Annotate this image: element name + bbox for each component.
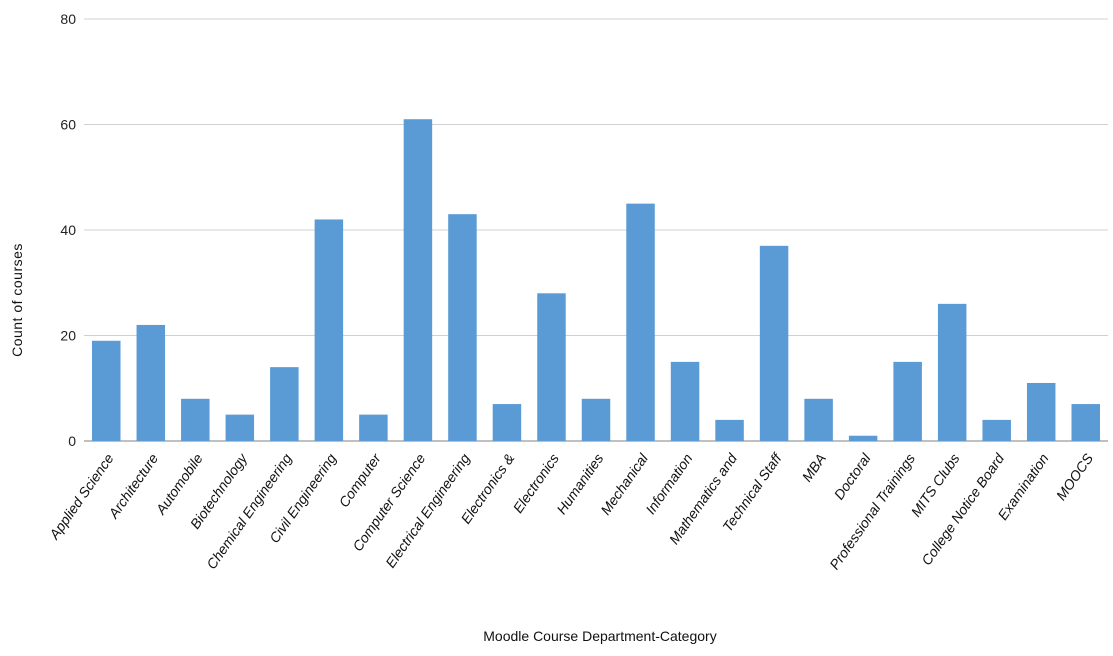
x-tick-label: Chemical Engineering <box>203 450 295 572</box>
x-axis-title: Moodle Course Department-Category <box>483 628 716 644</box>
x-tick-label: Electrical Engineering <box>382 450 473 570</box>
bar <box>136 324 166 441</box>
y-tick-label: 80 <box>60 11 76 27</box>
bar <box>403 119 433 441</box>
x-tick-label: Applied Science <box>45 450 116 542</box>
x-tick-label: College Notice Board <box>918 450 1008 569</box>
bar <box>759 245 789 441</box>
x-tick-label: Doctoral <box>831 450 875 503</box>
x-tick-label: MBA <box>799 451 830 485</box>
y-tick-label: 0 <box>68 433 76 449</box>
bar <box>1026 382 1056 441</box>
bar <box>537 293 566 441</box>
x-tick-label: Professional Trainings <box>826 451 918 573</box>
x-tick-label: Computer <box>335 449 384 510</box>
x-tick-label: MOOCS <box>1053 450 1097 503</box>
bar <box>314 219 344 441</box>
bar <box>448 214 477 441</box>
bar <box>270 367 299 441</box>
x-axis-category-labels: Applied ScienceArchitectureAutomobileBio… <box>45 449 1096 573</box>
bar <box>225 414 255 441</box>
bar <box>715 419 744 441</box>
bar <box>848 435 878 441</box>
y-tick-label: 20 <box>60 328 76 344</box>
y-axis-title: Count of courses <box>9 243 25 357</box>
bar <box>937 303 967 441</box>
bar <box>181 398 210 441</box>
bar <box>893 361 922 441</box>
bar <box>626 203 655 441</box>
bar <box>92 340 121 441</box>
bars <box>92 119 1100 441</box>
bar <box>1071 404 1100 441</box>
bar <box>359 414 388 441</box>
bar <box>804 398 833 441</box>
y-axis-ticks: 0 20 40 60 80 <box>60 11 76 449</box>
y-tick-label: 40 <box>60 222 76 238</box>
bar <box>492 404 522 441</box>
y-tick-label: 60 <box>60 117 76 133</box>
bar <box>670 361 700 441</box>
bar <box>982 419 1011 441</box>
bar <box>581 398 611 441</box>
